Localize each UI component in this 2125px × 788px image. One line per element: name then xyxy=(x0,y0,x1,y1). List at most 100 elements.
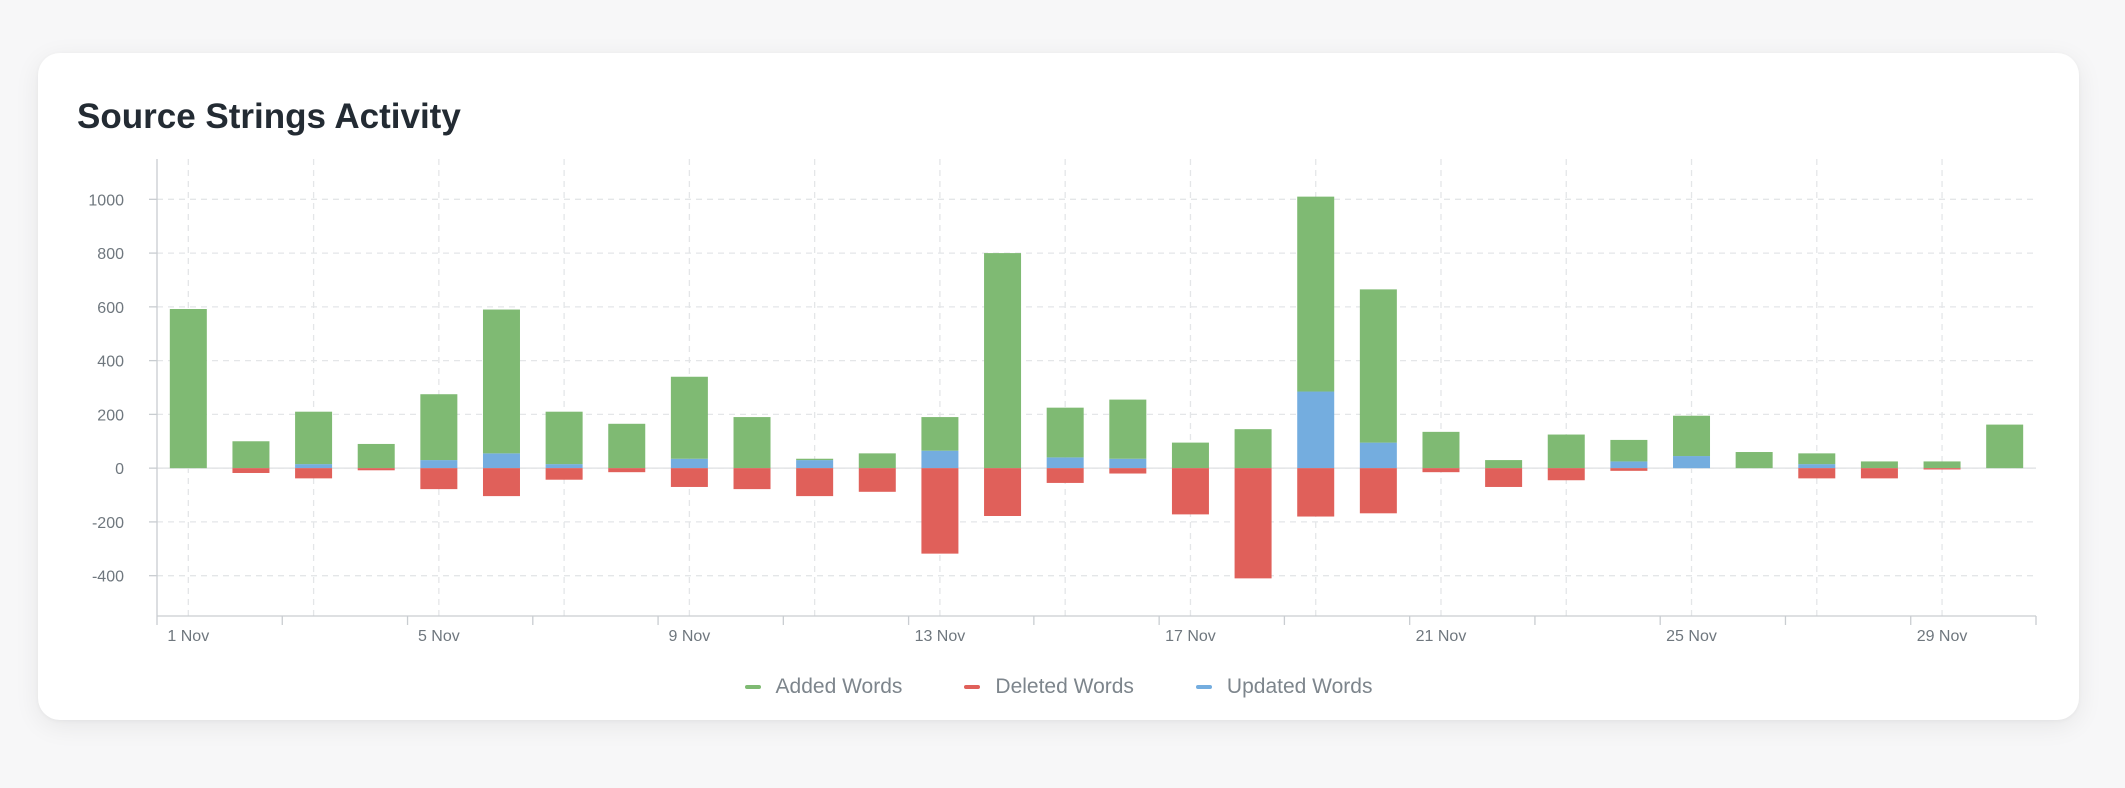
bar-deleted-words xyxy=(1923,468,1961,470)
updated-words-swatch xyxy=(1195,685,1212,689)
bar-updated-words xyxy=(482,453,520,469)
bar-updated-words xyxy=(545,464,583,469)
bar-added-words xyxy=(1297,196,1335,392)
bar-added-words xyxy=(733,417,771,469)
grid-lines xyxy=(157,159,2036,616)
bar-added-words xyxy=(670,376,708,459)
tick-labels: -400 -200 0 200 400 600 800 1000 1 Nov 5 Nov 9 Nov… xyxy=(88,192,1967,645)
bar-added-words xyxy=(169,309,207,469)
y-tick-label: 800 xyxy=(97,246,124,263)
x-tick-label: 21 Nov xyxy=(1416,628,1467,645)
bar-updated-words xyxy=(1046,457,1084,469)
bar-added-words xyxy=(1234,429,1272,469)
bar-deleted-words xyxy=(1109,468,1147,474)
legend-label: Deleted Words xyxy=(995,675,1134,698)
bar-updated-words xyxy=(1798,464,1836,469)
legend-item-updated[interactable]: Updated Words xyxy=(1195,675,1373,699)
bar-deleted-words xyxy=(1610,468,1648,471)
bar-updated-words xyxy=(1359,442,1397,469)
x-tick-label: 9 Nov xyxy=(668,628,710,645)
bar-deleted-words xyxy=(796,468,834,497)
bar-deleted-words xyxy=(984,468,1022,516)
bar-deleted-words xyxy=(1422,468,1460,473)
y-tick-label: 400 xyxy=(97,354,124,371)
bar-deleted-words xyxy=(1046,468,1084,483)
bar-added-words xyxy=(1109,399,1147,459)
bar-deleted-words xyxy=(858,468,896,492)
bar-added-words xyxy=(608,423,646,469)
legend-item-deleted[interactable]: Deleted Words xyxy=(964,675,1134,699)
bar-added-words xyxy=(295,411,333,465)
legend: Added Words Deleted Words Updated Words xyxy=(38,675,2079,699)
bar-added-words xyxy=(1422,431,1460,469)
bar-added-words xyxy=(1923,461,1961,469)
bars xyxy=(169,196,2024,579)
bar-added-words xyxy=(1547,434,1585,469)
bar-deleted-words xyxy=(1171,468,1209,515)
bar-updated-words xyxy=(295,464,333,469)
bar-added-words xyxy=(482,309,520,454)
x-tick-label: 13 Nov xyxy=(915,628,966,645)
legend-label: Updated Words xyxy=(1226,675,1373,698)
y-tick-label: 0 xyxy=(115,461,124,478)
bar-added-words xyxy=(1359,289,1397,443)
bar-added-words xyxy=(1673,415,1711,457)
y-tick-label: -400 xyxy=(92,569,124,586)
bar-added-words xyxy=(858,453,896,469)
legend-label: Added Words xyxy=(775,675,903,698)
bar-deleted-words xyxy=(1485,468,1523,487)
legend-item-added[interactable]: Added Words xyxy=(744,675,903,699)
bar-deleted-words xyxy=(482,468,520,497)
bar-added-words xyxy=(1798,453,1836,465)
y-tick-label: 200 xyxy=(97,407,124,424)
bar-added-words xyxy=(921,417,959,451)
axes xyxy=(149,159,2037,625)
x-tick-label: 17 Nov xyxy=(1165,628,1216,645)
bar-updated-words xyxy=(420,460,458,469)
x-tick-label: 1 Nov xyxy=(167,628,209,645)
bar-added-words xyxy=(1986,424,2024,469)
bar-added-words xyxy=(1485,460,1523,469)
bar-deleted-words xyxy=(1860,468,1898,479)
bar-updated-words xyxy=(1297,391,1335,469)
x-tick-label: 29 Nov xyxy=(1917,628,1968,645)
bar-deleted-words xyxy=(1798,468,1836,479)
bar-deleted-words xyxy=(1234,468,1272,579)
added-words-swatch xyxy=(744,685,761,689)
bar-added-words xyxy=(1610,439,1648,462)
bar-added-words xyxy=(420,394,458,461)
bar-deleted-words xyxy=(1359,468,1397,514)
bar-added-words xyxy=(796,458,834,461)
bar-added-words xyxy=(545,411,583,465)
bar-updated-words xyxy=(796,460,834,469)
y-tick-label: -200 xyxy=(92,515,124,532)
bar-added-words xyxy=(1735,452,1773,469)
x-tick-label: 5 Nov xyxy=(418,628,460,645)
bar-updated-words xyxy=(1610,461,1648,469)
bar-deleted-words xyxy=(232,468,270,473)
bar-deleted-words xyxy=(921,468,959,554)
bar-added-words xyxy=(1860,461,1898,469)
bar-updated-words xyxy=(1673,456,1711,469)
bar-deleted-words xyxy=(545,468,583,480)
y-tick-label: 1000 xyxy=(88,192,124,209)
bar-deleted-words xyxy=(295,468,333,479)
bar-deleted-words xyxy=(608,468,646,473)
activity-card: Source Strings Activity -400 -200 0 200 400 6… xyxy=(38,53,2079,720)
bar-deleted-words xyxy=(420,468,458,490)
bar-updated-words xyxy=(921,450,959,469)
bar-deleted-words xyxy=(733,468,771,490)
bar-deleted-words xyxy=(1547,468,1585,481)
bar-updated-words xyxy=(1109,458,1147,469)
y-tick-label: 600 xyxy=(97,300,124,317)
bar-added-words xyxy=(984,253,1022,469)
bar-updated-words xyxy=(670,458,708,469)
bar-added-words xyxy=(1046,407,1084,458)
bar-deleted-words xyxy=(670,468,708,487)
x-tick-label: 25 Nov xyxy=(1666,628,1717,645)
deleted-words-swatch xyxy=(964,685,981,689)
bar-added-words xyxy=(357,443,395,469)
bar-deleted-words xyxy=(1297,468,1335,517)
card-title: Source Strings Activity xyxy=(77,97,461,136)
bar-deleted-words xyxy=(357,468,395,471)
